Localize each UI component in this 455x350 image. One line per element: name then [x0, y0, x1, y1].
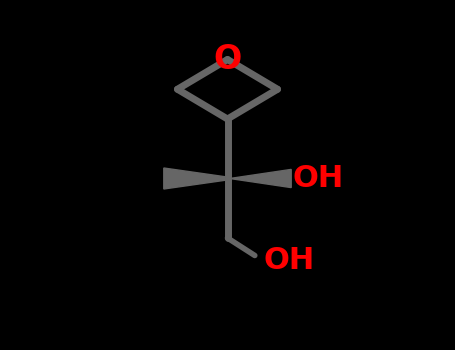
- Text: O: O: [213, 43, 242, 76]
- Polygon shape: [230, 169, 291, 188]
- Polygon shape: [164, 168, 225, 189]
- Text: OH: OH: [293, 164, 344, 193]
- Text: OH: OH: [263, 246, 314, 275]
